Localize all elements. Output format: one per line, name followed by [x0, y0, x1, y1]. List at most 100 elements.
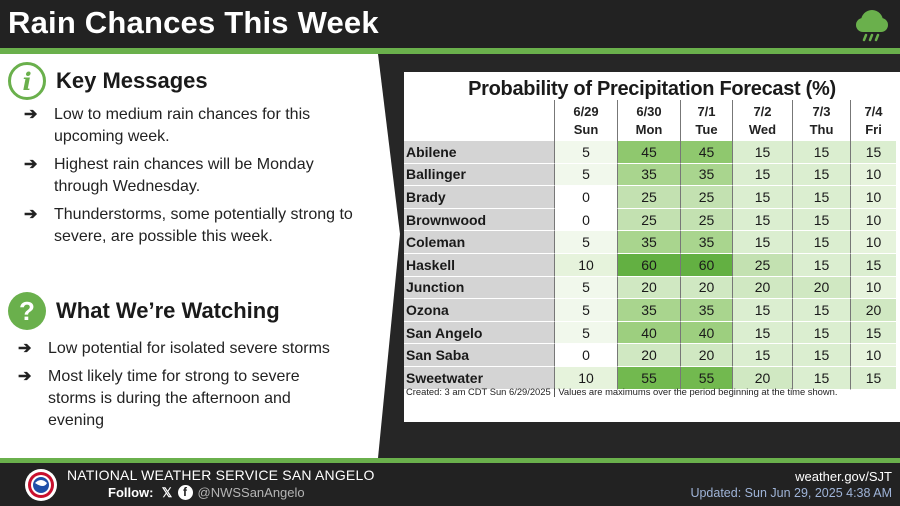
pop-value-cell: 15 — [850, 253, 896, 277]
pop-value-cell: 15 — [850, 321, 896, 345]
pop-value-cell: 15 — [792, 344, 850, 367]
pop-value-cell: 15 — [792, 321, 850, 345]
watching-header: ? What We’re Watching — [8, 292, 280, 330]
pop-value-cell: 15 — [792, 186, 850, 209]
updated-timestamp: Updated: Sun Jun 29, 2025 4:38 AM — [690, 486, 892, 500]
header-bar: Rain Chances This Week — [0, 0, 900, 48]
location-cell: Coleman — [404, 231, 554, 254]
table-footnote: Created: 3 am CDT Sun 6/29/2025 | Values… — [406, 386, 838, 397]
pop-value-cell: 15 — [732, 321, 792, 345]
table-row: Brownwood 0 25 25 15 15 10 — [404, 208, 896, 232]
arrow-icon: ➔ — [24, 156, 38, 173]
pop-value-cell: 20 — [617, 276, 680, 300]
footer-bar: NATIONAL WEATHER SERVICE SAN ANGELO Foll… — [0, 463, 900, 506]
content-area: i Key Messages ➔ Low to medium rain chanc… — [0, 54, 900, 458]
pop-value-cell: 35 — [680, 231, 732, 254]
pop-value-cell: 35 — [617, 231, 680, 254]
social-handle[interactable]: @NWSSanAngelo — [197, 485, 305, 500]
pop-value-cell: 55 — [680, 366, 732, 390]
pop-value-cell: 15 — [732, 186, 792, 209]
website-link[interactable]: weather.gov/SJT — [795, 469, 892, 484]
pop-value-cell: 35 — [617, 163, 680, 187]
list-item: ➔ Most likely time for strong to severe s… — [18, 368, 300, 429]
follow-row: Follow: 𝕏 f @NWSSanAngelo — [108, 485, 305, 500]
location-cell: San Saba — [404, 344, 554, 367]
arrow-icon: ➔ — [24, 206, 38, 223]
pop-table: 6/29 Sun 6/30 Mon 7/1 Tue 7/2 Wed 7/3 Thu 7/4… — [404, 100, 896, 390]
pop-value-cell: 10 — [850, 208, 896, 232]
location-cell: Ballinger — [404, 163, 554, 187]
pop-value-cell: 45 — [617, 141, 680, 164]
column-header: 7/3 Thu — [792, 100, 850, 141]
pop-value-cell: 20 — [680, 276, 732, 300]
key-messages-list: ➔ Low to medium rain chances for this upc… — [22, 104, 362, 254]
pop-value-cell: 15 — [732, 299, 792, 322]
list-item: ➔ Low potential for isolated severe storm… — [16, 338, 346, 360]
pop-value-cell: 55 — [617, 366, 680, 390]
header-accent-bar — [0, 48, 900, 54]
pop-value-cell: 15 — [792, 141, 850, 164]
pop-value-cell: 40 — [680, 321, 732, 345]
messages-panel-background — [0, 54, 400, 458]
pop-value-cell: 10 — [850, 344, 896, 367]
table-row: Brady 0 25 25 15 15 10 — [404, 186, 896, 209]
pop-value-cell: 45 — [680, 141, 732, 164]
list-item: ➔ Highest rain chances will be Monday thr… — [24, 156, 314, 195]
x-icon[interactable]: 𝕏 — [161, 485, 173, 500]
arrow-icon: ➔ — [18, 368, 32, 385]
location-cell: Sweetwater — [404, 366, 554, 390]
pop-value-cell: 15 — [850, 141, 896, 164]
pop-value-cell: 5 — [554, 276, 617, 300]
location-header — [404, 100, 554, 141]
pop-value-cell: 15 — [732, 231, 792, 254]
pop-value-cell: 0 — [554, 208, 617, 232]
pop-value-cell: 15 — [792, 231, 850, 254]
pop-value-cell: 20 — [680, 344, 732, 367]
pop-value-cell: 20 — [732, 276, 792, 300]
location-cell: Brady — [404, 186, 554, 209]
pop-value-cell: 10 — [850, 186, 896, 209]
pop-value-cell: 25 — [680, 186, 732, 209]
facebook-icon[interactable]: f — [177, 485, 193, 500]
arrow-icon: ➔ — [24, 106, 38, 123]
pop-value-cell: 20 — [850, 299, 896, 322]
list-item: ➔ Thunderstorms, some potentially strong … — [24, 206, 353, 245]
pop-value-cell: 35 — [680, 163, 732, 187]
location-cell: Junction — [404, 276, 554, 300]
pop-value-cell: 20 — [792, 276, 850, 300]
pop-value-cell: 25 — [732, 253, 792, 277]
table-title: Probability of Precipitation Forecast (%… — [468, 78, 836, 100]
key-messages-header: i Key Messages — [8, 62, 208, 100]
watching-list: ➔ Low potential for isolated severe storm… — [16, 338, 346, 438]
pop-value-cell: 5 — [554, 163, 617, 187]
table-row: Ozona 5 35 35 15 15 20 — [404, 299, 896, 322]
key-messages-title: Key Messages — [56, 68, 208, 93]
location-cell: Haskell — [404, 253, 554, 277]
follow-label: Follow: — [108, 485, 154, 500]
pop-value-cell: 35 — [617, 299, 680, 322]
list-item: ➔ Low to medium rain chances for this upc… — [24, 106, 311, 145]
arrow-icon: ➔ — [18, 340, 32, 357]
column-header: 7/2 Wed — [732, 100, 792, 141]
column-header: 7/1 Tue — [680, 100, 732, 141]
pop-value-cell: 25 — [680, 208, 732, 232]
table-header-row: 6/29 Sun 6/30 Mon 7/1 Tue 7/2 Wed 7/3 Thu 7/4… — [404, 100, 896, 141]
messages-panel: i Key Messages ➔ Low to medium rain chanc… — [0, 54, 400, 458]
rain-cloud-icon — [856, 10, 888, 42]
pop-value-cell: 15 — [732, 141, 792, 164]
page-title: Rain Chances This Week — [8, 5, 379, 40]
location-cell: San Angelo — [404, 321, 554, 345]
pop-value-cell: 10 — [554, 253, 617, 277]
table-row: San Angelo 5 40 40 15 15 15 — [404, 321, 896, 345]
watching-title: What We’re Watching — [56, 298, 280, 323]
pop-value-cell: 10 — [850, 163, 896, 187]
table-row: Ballinger 5 35 35 15 15 10 — [404, 163, 896, 187]
pop-value-cell: 15 — [792, 163, 850, 187]
pop-value-cell: 5 — [554, 299, 617, 322]
pop-value-cell: 35 — [680, 299, 732, 322]
question-icon: ? — [8, 292, 46, 330]
pop-value-cell: 40 — [617, 321, 680, 345]
column-header: 7/4 Fri — [850, 100, 896, 141]
table-row: Haskell 10 60 60 25 15 15 — [404, 253, 896, 277]
column-header: 6/29 Sun — [554, 100, 617, 141]
